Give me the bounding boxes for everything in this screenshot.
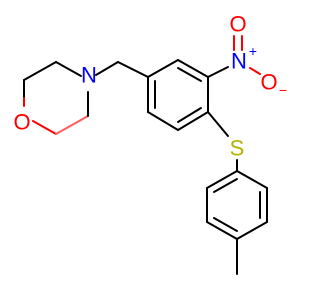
bond <box>236 170 268 189</box>
bond <box>206 170 238 189</box>
bond <box>206 221 238 240</box>
bond <box>177 67 202 82</box>
atom-label: N <box>81 63 97 88</box>
atom-label: O <box>229 12 246 37</box>
atom-label: S <box>230 136 245 161</box>
atom-charge: − <box>279 82 287 98</box>
bond <box>207 111 229 137</box>
molecule: O N N + O O − S <box>13 12 287 275</box>
bond <box>177 111 209 131</box>
bond <box>147 59 179 78</box>
bond <box>55 61 82 77</box>
bond <box>147 111 179 131</box>
bond <box>55 115 89 135</box>
bond <box>23 61 57 81</box>
bond <box>177 59 209 78</box>
atom-label: O <box>260 70 277 95</box>
bond <box>236 221 268 240</box>
bond <box>213 178 238 193</box>
bonds <box>23 35 268 275</box>
bond <box>95 61 119 76</box>
bond <box>213 217 238 232</box>
bond <box>177 107 202 123</box>
atom-label: N <box>231 49 247 74</box>
bond <box>117 61 149 78</box>
atom-charge: + <box>249 43 257 59</box>
bond <box>249 67 261 75</box>
bond <box>207 66 229 78</box>
atom-label: O <box>13 110 30 135</box>
bond <box>32 120 57 135</box>
